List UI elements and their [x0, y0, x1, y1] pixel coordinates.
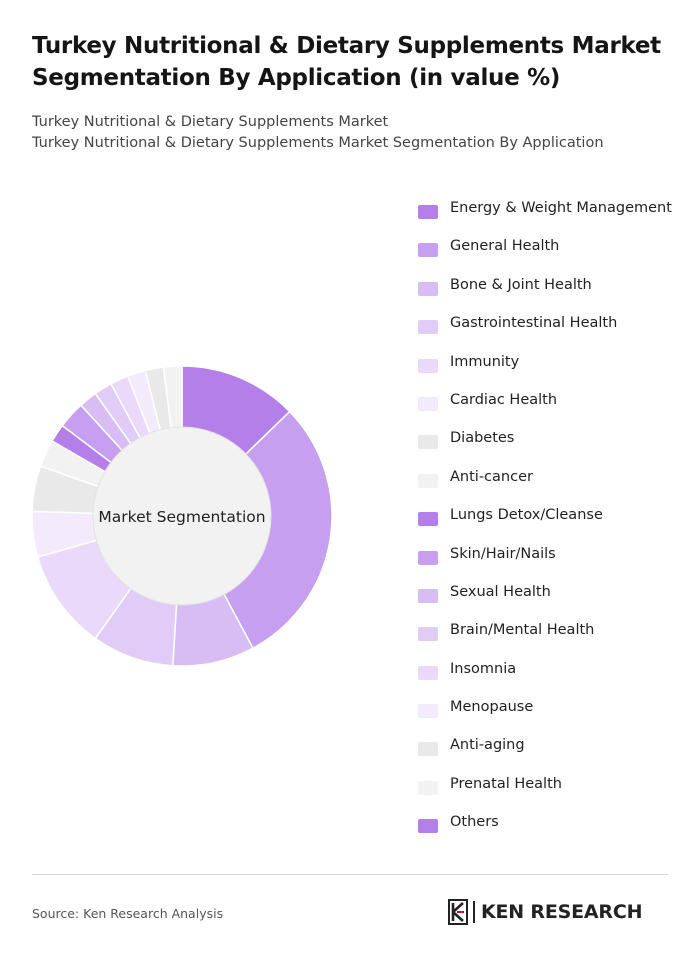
legend-swatch	[418, 281, 438, 296]
legend: Energy & Weight Management General Health…	[418, 198, 688, 851]
donut-hole	[92, 426, 272, 606]
legend-label: Cardiac Health	[450, 391, 558, 408]
legend-item-anti-cancer[interactable]: Anti-cancer	[418, 467, 688, 505]
legend-item-general-health[interactable]: General Health	[418, 236, 688, 274]
legend-label: Anti-aging	[450, 737, 525, 754]
legend-item-immunity[interactable]: Immunity	[418, 352, 688, 390]
legend-swatch	[418, 588, 438, 603]
legend-label: Gastrointestinal Health	[450, 315, 618, 332]
chart-subtitle-secondary: Turkey Nutritional & Dietary Supplements…	[32, 135, 604, 151]
legend-label: General Health	[450, 238, 560, 255]
legend-item-sexual-health[interactable]: Sexual Health	[418, 582, 688, 620]
legend-item-brain-mental-health[interactable]: Brain/Mental Health	[418, 620, 688, 658]
legend-item-lungs-detox-cleanse[interactable]: Lungs Detox/Cleanse	[418, 505, 688, 543]
chart-subtitle: Turkey Nutritional & Dietary Supplements…	[32, 114, 389, 130]
ken-research-logo: KEN RESEARCH	[447, 898, 642, 926]
source-note: Source: Ken Research Analysis	[32, 906, 224, 921]
legend-swatch	[418, 243, 438, 258]
legend-swatch	[418, 550, 438, 565]
legend-swatch	[418, 627, 438, 642]
legend-label: Brain/Mental Health	[450, 622, 595, 639]
legend-label: Bone & Joint Health	[450, 276, 592, 293]
legend-swatch	[418, 396, 438, 411]
legend-label: Sexual Health	[450, 583, 551, 600]
legend-swatch	[418, 780, 438, 795]
legend-swatch	[418, 512, 438, 527]
legend-label: Immunity	[450, 353, 520, 370]
legend-item-prenatal-health[interactable]: Prenatal Health	[418, 774, 688, 812]
footer-divider	[32, 874, 668, 875]
legend-item-gastrointestinal-health[interactable]: Gastrointestinal Health	[418, 313, 688, 351]
ken-research-logo-icon	[448, 899, 468, 925]
logo-text: KEN RESEARCH	[481, 901, 643, 923]
legend-label: Diabetes	[450, 430, 515, 447]
legend-label: Anti-cancer	[450, 468, 533, 485]
legend-label: Energy & Weight Management	[450, 200, 672, 216]
donut-center-label: Market Segmentation	[98, 508, 265, 526]
legend-item-others[interactable]: Others	[418, 812, 688, 850]
legend-item-diabetes[interactable]: Diabetes	[418, 428, 688, 466]
legend-swatch	[418, 819, 438, 834]
legend-label: Skin/Hair/Nails	[450, 545, 556, 562]
donut-chart: Market Segmentation	[31, 365, 333, 667]
legend-label: Lungs Detox/Cleanse	[450, 507, 603, 524]
legend-swatch	[418, 320, 438, 335]
legend-label: Menopause	[450, 699, 534, 716]
legend-swatch	[418, 435, 438, 450]
legend-item-insomnia[interactable]: Insomnia	[418, 659, 688, 697]
legend-item-skin-hair-nails[interactable]: Skin/Hair/Nails	[418, 544, 688, 582]
legend-swatch	[418, 742, 438, 757]
legend-swatch	[418, 358, 438, 373]
legend-swatch	[418, 205, 438, 219]
legend-label: Others	[450, 814, 499, 831]
legend-label: Prenatal Health	[450, 775, 562, 792]
legend-swatch	[418, 704, 438, 719]
logo-separator	[473, 901, 475, 923]
legend-item-anti-aging[interactable]: Anti-aging	[418, 735, 688, 773]
legend-swatch	[418, 665, 438, 680]
legend-item-cardiac-health[interactable]: Cardiac Health	[418, 390, 688, 428]
legend-item-bone-joint-health[interactable]: Bone & Joint Health	[418, 275, 688, 313]
legend-label: Insomnia	[450, 660, 517, 677]
chart-title: Turkey Nutritional & Dietary Supplements…	[32, 33, 661, 91]
legend-item-menopause[interactable]: Menopause	[418, 697, 688, 735]
legend-item-energy-weight-management[interactable]: Energy & Weight Management	[418, 198, 688, 236]
legend-swatch	[418, 473, 438, 488]
